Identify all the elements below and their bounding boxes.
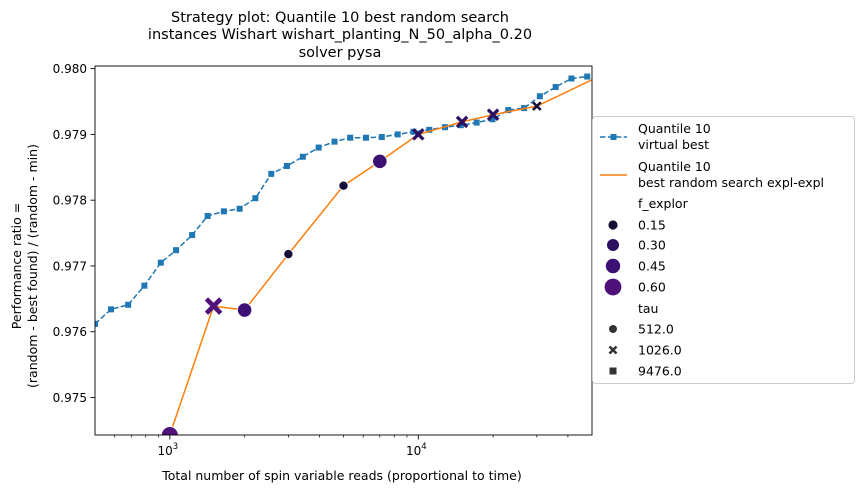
legend-style-label: 512.0 (638, 322, 674, 337)
chart-title-line-3: solver pysa (299, 45, 382, 61)
scatter-point-circle (161, 426, 179, 435)
y-tick-label: 0.980 (53, 62, 87, 76)
legend-hue-label: 0.60 (638, 280, 666, 295)
virtual-best-point (283, 162, 290, 169)
chart-title: Strategy plot: Quantile 10 best random s… (148, 10, 532, 61)
virtual-best-point (125, 301, 132, 308)
y-tick-label: 0.977 (53, 259, 87, 273)
virtual-best-point (363, 134, 370, 141)
x-tick-label: 103 (157, 442, 178, 458)
legend-box (592, 116, 855, 384)
virtual-best-point (252, 195, 259, 202)
legend-virtual-best-label: virtual best (638, 137, 709, 152)
legend-hue-label: 0.30 (638, 238, 666, 253)
virtual-best-point (95, 320, 98, 327)
legend-hue-marker (607, 239, 619, 251)
virtual-best-point (394, 131, 401, 138)
virtual-best-point (536, 93, 543, 100)
legend-style-label: 9476.0 (638, 364, 682, 379)
y-axis-label-line-1: Performance ratio = (9, 203, 24, 329)
legend-hue-label: 0.45 (638, 259, 666, 274)
virtual-best-point (220, 208, 227, 215)
y-axis-label-line-2: (random - best found) / (random - min) (25, 144, 40, 388)
virtual-best-point (378, 134, 385, 141)
legend-hue-label: 0.15 (638, 218, 666, 233)
virtual-best-point (157, 259, 164, 266)
y-tick-label: 0.976 (53, 325, 87, 339)
y-axis-label: Performance ratio = (random - best found… (9, 144, 40, 388)
axes-frame (94, 65, 593, 436)
scatter-point-x (455, 115, 469, 129)
series-virtual-best-line (95, 75, 588, 325)
legend-style-marker-square (609, 367, 617, 375)
virtual-best-point (108, 306, 115, 313)
legend-style-marker-x (608, 345, 618, 355)
legend-virtual-best-label: Quantile 10 (638, 121, 711, 136)
legend-random-search-label: best random search expl-expl (638, 175, 824, 190)
virtual-best-point (141, 282, 148, 289)
scatter-point-circle (283, 249, 294, 260)
scatter-point-circle (372, 153, 388, 169)
legend-style-marker-circle (609, 325, 617, 333)
virtual-best-point (505, 107, 512, 114)
virtual-best-point (584, 73, 591, 80)
plot-area: 103 104 0.975 0.976 0.977 0.978 0.979 0.980 (53, 62, 593, 458)
x-tick-label: 104 (406, 442, 427, 458)
virtual-best-point (173, 247, 180, 254)
scatter-point-circle (237, 302, 253, 318)
scatter-point-circle (338, 180, 349, 191)
legend-style-label: 1026.0 (638, 343, 682, 358)
virtual-best-point (347, 134, 354, 141)
virtual-best-point (552, 84, 559, 91)
legend-hue-marker (604, 278, 622, 296)
legend-hue-title: f_explor (638, 196, 689, 211)
virtual-best-point (489, 116, 496, 123)
scatter-point-x (486, 108, 500, 121)
scatter-point-x (204, 297, 223, 315)
plot-marks (95, 73, 592, 435)
y-tick-label: 0.979 (53, 128, 87, 142)
scatter-point-x (412, 128, 425, 141)
chart-title-line-2: instances Wishart wishart_planting_N_50_… (148, 27, 532, 43)
virtual-best-point (268, 170, 275, 177)
y-tick-label: 0.978 (53, 194, 87, 208)
scatter-point-x (532, 101, 542, 111)
virtual-best-point (568, 75, 575, 82)
series-random-search-line (169, 79, 592, 435)
virtual-best-point (204, 212, 211, 219)
x-axis-label: Total number of spin variable reads (pro… (161, 468, 522, 483)
legend-hue-marker (605, 258, 621, 274)
virtual-best-point (236, 205, 243, 212)
y-tick-label: 0.975 (53, 391, 87, 405)
virtual-best-point (315, 144, 322, 151)
legend-hue-marker (608, 220, 618, 230)
virtual-best-point (189, 232, 196, 239)
legend-virtual-best-marker (610, 134, 617, 140)
virtual-best-point (299, 153, 306, 160)
chart-title-line-1: Strategy plot: Quantile 10 best random s… (171, 10, 509, 26)
virtual-best-point (331, 138, 338, 145)
legend-random-search-label: Quantile 10 (638, 159, 711, 174)
virtual-best-point (426, 126, 433, 133)
virtual-best-point (473, 119, 480, 126)
legend-style-title: tau (638, 301, 658, 316)
